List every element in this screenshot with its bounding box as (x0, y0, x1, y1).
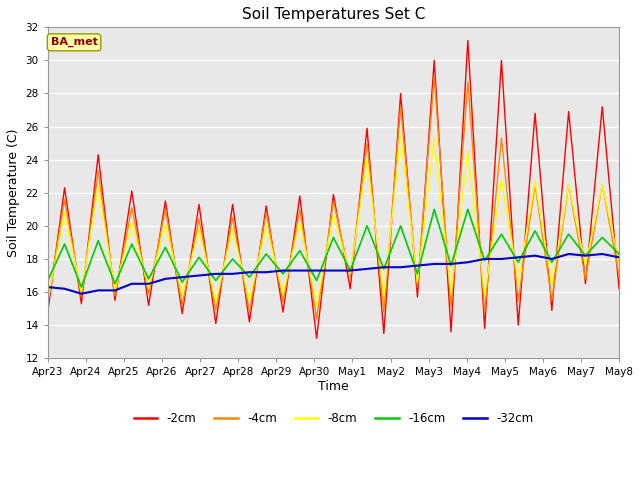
X-axis label: Time: Time (318, 380, 349, 393)
Legend: -2cm, -4cm, -8cm, -16cm, -32cm: -2cm, -4cm, -8cm, -16cm, -32cm (129, 407, 538, 430)
Y-axis label: Soil Temperature (C): Soil Temperature (C) (7, 129, 20, 257)
Text: BA_met: BA_met (51, 37, 97, 48)
Title: Soil Temperatures Set C: Soil Temperatures Set C (242, 7, 425, 22)
